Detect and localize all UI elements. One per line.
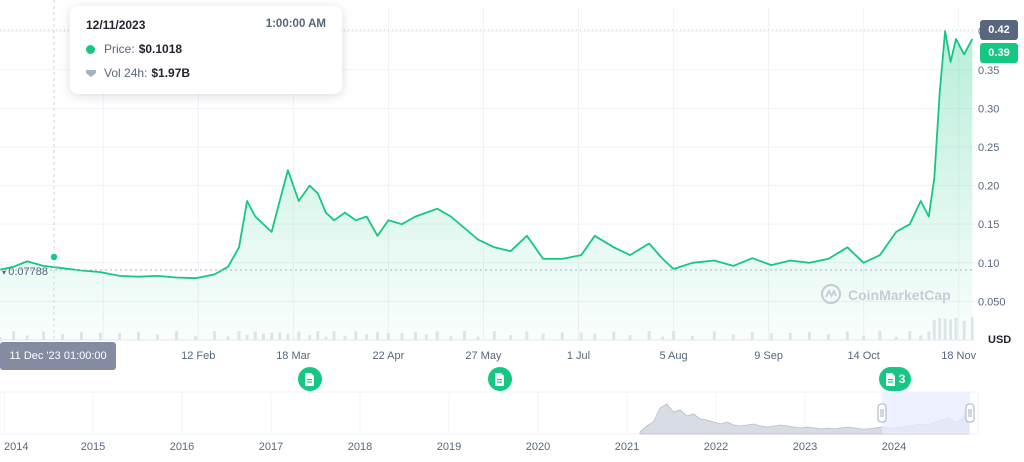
price-area-fill <box>0 31 973 340</box>
dropdown-caret-icon: ▾ <box>2 268 8 277</box>
navigator-handle <box>965 403 975 423</box>
x-tick-label: 12 Feb <box>181 350 215 362</box>
currency-label: USD <box>988 334 1011 346</box>
start-price-label: ▾ 0.07788 <box>2 266 48 278</box>
x-tick-label: 14 Oct <box>847 350 879 362</box>
tooltip-vol-label: Vol 24h: <box>104 66 148 80</box>
hover-point <box>49 252 59 262</box>
tooltip-price-label: Price: <box>104 42 135 56</box>
tooltip-price-row: Price: $0.1018 <box>86 42 182 56</box>
price-area <box>0 31 973 340</box>
cmc-logo-icon <box>820 283 842 305</box>
price-dot-icon <box>86 44 95 54</box>
navigator[interactable]: 2014 2015 2016 2017 2018 2019 2020 2021 2022 2023… <box>0 391 979 453</box>
price-line[interactable] <box>0 30 974 280</box>
y-tick-label: 0.30 <box>978 103 999 115</box>
x-tick-label: 18 Nov <box>941 350 976 362</box>
y-tick-label: 0.050 <box>978 296 1006 308</box>
navigator-handle <box>877 403 887 423</box>
navigator-year-label: 2018 <box>348 441 372 453</box>
navigator-year-label: 2017 <box>259 441 283 453</box>
navigator-year-label: 2016 <box>170 441 194 453</box>
x-tick-label: 18 Mar <box>276 350 311 362</box>
navigator-year-label: 2015 <box>81 441 105 453</box>
y-tick-label: 0.20 <box>978 181 999 193</box>
tooltip-time: 1:00:00 AM <box>265 18 326 30</box>
news-count: 3 <box>898 372 906 386</box>
navigator-year-label: 2021 <box>615 441 639 453</box>
high-price-tag: 0.42 <box>980 20 1018 40</box>
watermark-text: CoinMarketCap <box>848 287 951 303</box>
y-tick-label: 0.35 <box>978 65 999 77</box>
tooltip-vol-value: $1.97B <box>151 66 191 80</box>
navigator-year-label: 2023 <box>793 441 817 453</box>
document-icon <box>495 372 505 386</box>
y-tick-label: 0.25 <box>978 142 999 154</box>
tooltip-price-value: $0.1018 <box>138 42 183 56</box>
y-tick-label: 0.15 <box>978 219 999 231</box>
crosshair-date-tag: 11 Dec '23 01:00:00 <box>0 342 116 370</box>
x-tick-label: 22 Apr <box>372 350 404 362</box>
price-tooltip: 12/11/2023 1:00:00 AM Price: $0.1018 Vol… <box>70 6 342 94</box>
current-price-tag: 0.39 <box>980 43 1018 63</box>
x-tick-label: 27 May <box>465 350 502 362</box>
start-price-value: 0.07788 <box>8 266 48 278</box>
price-series-line <box>0 30 974 280</box>
navigator-background <box>0 391 979 435</box>
navigator-year-label: 2019 <box>437 441 461 453</box>
y-tick-label: 0.10 <box>978 258 999 270</box>
x-tick-label: 9 Sep <box>754 350 783 362</box>
news-marker[interactable] <box>297 367 322 391</box>
navigator-year-label: 2014 <box>4 441 28 453</box>
news-marker[interactable]: 3 <box>878 367 912 391</box>
navigator-year-label: 2022 <box>704 441 728 453</box>
navigator-selection-window <box>882 392 970 434</box>
watermark-logo: CoinMarketCap <box>820 283 951 305</box>
tooltip-date: 12/11/2023 <box>86 18 146 32</box>
news-marker[interactable] <box>487 367 512 391</box>
volume-icon <box>86 69 96 77</box>
tooltip-volume-row: Vol 24h: $1.97B <box>86 66 190 80</box>
navigator-year-label: 2024 <box>882 441 906 453</box>
document-icon <box>305 372 315 386</box>
document-icon <box>885 372 895 386</box>
navigator-year-label: 2020 <box>526 441 550 453</box>
x-tick-label: 1 Jul <box>567 350 590 362</box>
x-tick-label: 5 Aug <box>659 350 687 362</box>
